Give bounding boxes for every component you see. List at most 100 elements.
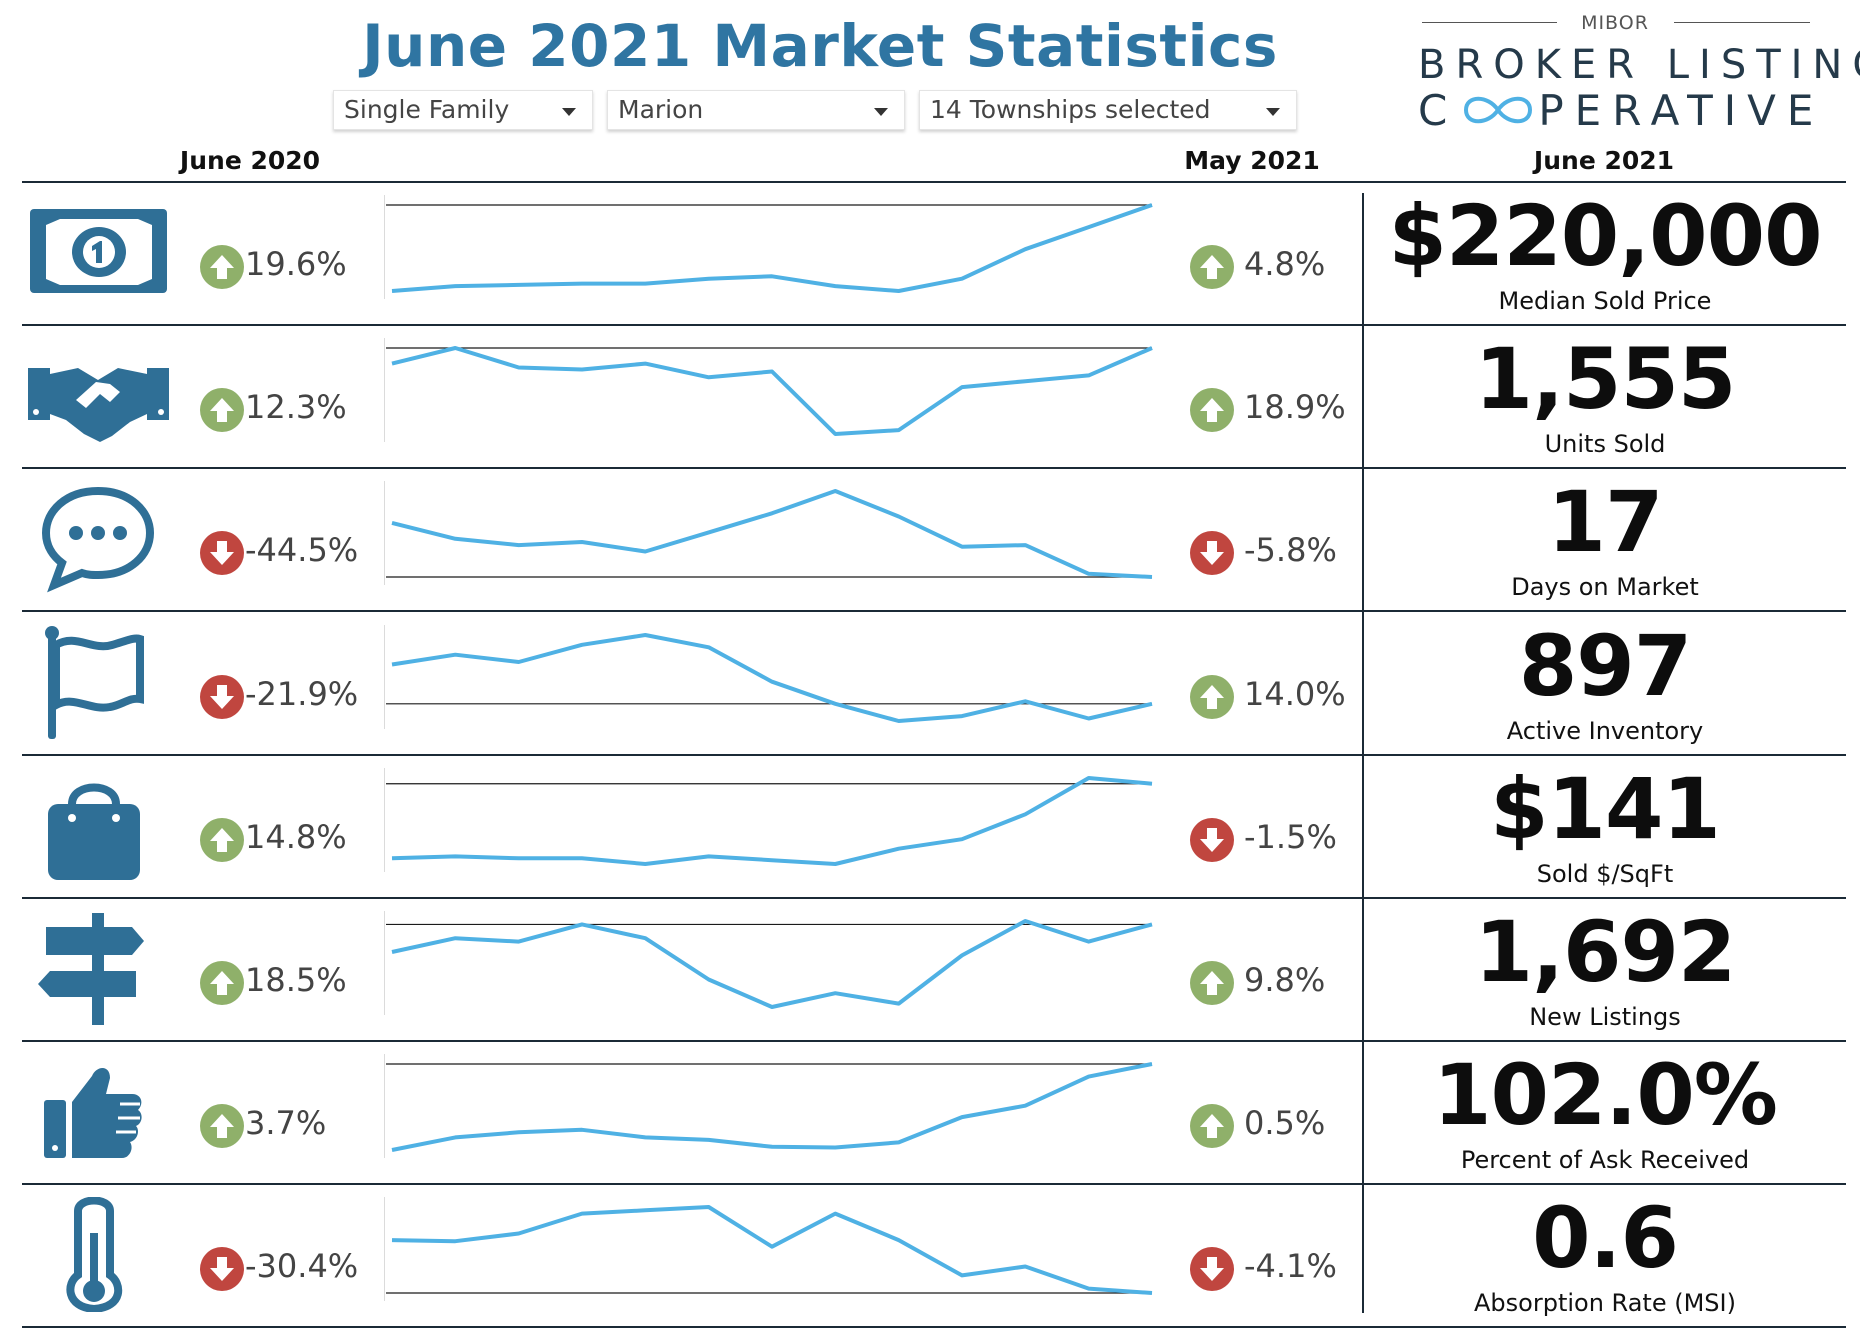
metric-label: Median Sold Price [1498,287,1712,315]
row-divider [22,324,1846,326]
arrow-up-icon [1190,388,1234,433]
trend-line [391,1062,1153,1153]
row-divider [22,467,1846,470]
arrow-down-icon [200,1247,244,1292]
flag-icon [26,625,171,740]
trend-line [391,203,1153,293]
year-over-year-change: 12.3% [245,388,347,427]
arrow-down-icon [200,531,244,576]
trend-line [391,775,1153,866]
logo-rule-right [1674,22,1810,23]
row-divider [22,753,1846,756]
metric-row: 12.3% 18.9% 1,555 Units Sold [0,326,1860,470]
chevron-down-icon [874,108,888,116]
trend-sparkline [384,1054,1153,1159]
logo-line2-end: PERATIVE [1538,86,1825,135]
month-over-month-change: -1.5% [1244,817,1337,856]
metric-label: New Listings [1529,1003,1681,1031]
trend-line [391,919,1153,1009]
county-value: Marion [618,95,704,124]
column-header-current: June 2021 [1533,146,1675,175]
trend-sparkline [384,195,1153,299]
trend-line [391,632,1153,723]
trend-line [391,489,1153,580]
metric-value: 1,555 [1474,330,1737,429]
year-over-year-change: -21.9% [245,674,359,713]
metric-row: -21.9% 14.0% 897 Active Inventory [0,613,1860,756]
year-over-year-change: -30.4% [245,1247,359,1286]
year-over-year-change: 18.5% [245,961,347,999]
shopping-bag-icon [26,768,171,883]
metric-label: Units Sold [1544,430,1666,459]
arrow-up-icon [200,961,244,1005]
trend-sparkline [384,1197,1153,1302]
page-title: June 2021 Market Statistics [362,12,1278,80]
metric-row: -44.5% -5.8% 17 Days on Market [0,469,1860,613]
metric-row: 14.8% -1.5% $141 Sold $/SqFt [0,756,1860,899]
row-divider [22,610,1846,613]
arrow-up-icon [1190,961,1234,1005]
logo-line2-start: C [1418,86,1459,135]
arrow-down-icon [1190,817,1234,862]
thermometer-icon [26,1196,171,1314]
dollar-bill-icon [26,195,171,310]
arrow-up-icon [200,1104,244,1149]
property-type-value: Single Family [344,95,510,124]
chevron-down-icon [562,108,576,116]
signpost-icon [26,911,171,1026]
month-over-month-change: -5.8% [1244,531,1337,570]
trend-sparkline [384,481,1153,586]
logo-small-text: MIBOR [1581,12,1649,34]
metric-label: Days on Market [1511,573,1699,602]
metric-value: $141 [1490,759,1721,858]
trend-sparkline [384,624,1153,729]
trend-sparkline [384,767,1153,872]
arrow-up-icon [1190,245,1234,289]
logo-line1: BROKER LISTING [1418,42,1860,88]
year-over-year-change: 3.7% [245,1104,327,1143]
header-divider [22,181,1846,183]
thumbs-up-icon [26,1054,171,1169]
row-divider [22,1183,1846,1186]
arrow-up-icon [1190,674,1234,719]
trend-line [391,1205,1153,1296]
month-over-month-change: 4.8% [1244,245,1326,283]
row-divider [22,1326,1846,1329]
month-over-month-change: 18.9% [1244,388,1346,427]
metric-value: 897 [1518,616,1692,715]
metric-label: Sold $/SqFt [1536,859,1674,888]
year-over-year-change: 19.6% [245,245,347,283]
handshake-icon [26,338,171,453]
column-divider [1362,193,1364,1313]
year-over-year-change: 14.8% [245,817,347,856]
column-header-prior-month: May 2021 [1184,146,1320,175]
metric-row: -30.4% -4.1% 0.6 Absorption Rate (MSI) [0,1185,1860,1329]
trend-sparkline [384,338,1153,443]
trend-sparkline [384,911,1153,1015]
arrow-down-icon [1190,531,1234,576]
chat-bubble-icon [26,481,171,596]
infinity-icon [1464,96,1533,124]
county-dropdown[interactable]: Marion [607,90,905,130]
metric-value: 17 [1547,473,1664,572]
arrow-up-icon [200,388,244,433]
trend-line [391,346,1153,437]
month-over-month-change: 14.0% [1244,674,1346,713]
metric-value: 0.6 [1532,1189,1679,1288]
arrow-down-icon [200,674,244,719]
metric-label: Active Inventory [1506,716,1704,745]
logo-rule-left [1422,22,1557,23]
year-over-year-change: -44.5% [245,531,359,570]
property-type-dropdown[interactable]: Single Family [333,90,593,130]
townships-dropdown[interactable]: 14 Townships selected [919,90,1297,130]
arrow-up-icon [1190,1104,1234,1149]
month-over-month-change: 0.5% [1244,1104,1326,1143]
metric-label: Absorption Rate (MSI) [1474,1289,1736,1318]
metric-label: Percent of Ask Received [1460,1146,1750,1175]
metric-value: $220,000 [1388,187,1822,285]
arrow-up-icon [200,245,244,289]
metric-row: 18.5% 9.8% 1,692 New Listings [0,899,1860,1042]
arrow-down-icon [1190,1247,1234,1292]
metric-value: 102.0% [1433,1046,1778,1145]
arrow-up-icon [200,817,244,862]
